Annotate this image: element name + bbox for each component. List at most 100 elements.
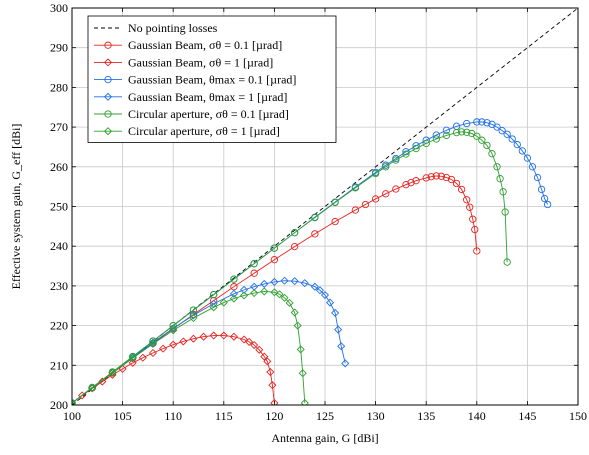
y-tick-label: 240	[50, 239, 68, 253]
data-point	[311, 230, 319, 238]
data-point	[543, 200, 552, 209]
data-point	[351, 206, 360, 214]
data-point	[508, 135, 516, 143]
series-4	[72, 276, 350, 405]
data-point	[471, 225, 479, 234]
data-point	[503, 130, 511, 138]
data-point	[240, 291, 249, 300]
data-point	[270, 288, 279, 297]
data-point	[280, 293, 289, 302]
data-point	[148, 339, 157, 348]
legend-label: Gaussian Beam, σθ = 1 [µrad]	[128, 55, 273, 69]
legend-marker	[103, 58, 113, 67]
y-tick-label: 200	[50, 398, 68, 412]
data-point	[275, 290, 284, 299]
data-point	[260, 287, 269, 296]
data-point	[300, 279, 309, 288]
data-point	[473, 132, 481, 140]
data-point	[483, 119, 491, 127]
data-point	[169, 321, 177, 330]
data-point	[496, 175, 504, 183]
data-point	[179, 337, 188, 346]
data-point	[129, 352, 137, 361]
data-point	[298, 369, 307, 378]
data-point	[392, 156, 400, 164]
data-point	[412, 177, 420, 185]
x-tick-label: 125	[316, 409, 334, 423]
legend-marker	[104, 41, 112, 49]
data-point	[240, 335, 249, 344]
x-tick-label: 150	[569, 409, 587, 423]
data-point	[230, 275, 238, 283]
data-point	[270, 244, 279, 252]
legend-marker	[104, 110, 112, 118]
data-point	[263, 357, 272, 366]
data-point	[128, 358, 137, 367]
data-point	[478, 118, 486, 126]
data-point	[209, 303, 218, 312]
data-point	[320, 290, 330, 300]
data-point	[296, 345, 305, 354]
series-6	[72, 287, 309, 405]
x-tick-label: 140	[468, 409, 486, 423]
data-point	[128, 354, 137, 363]
data-point	[427, 173, 435, 181]
data-point	[537, 185, 546, 194]
data-point	[331, 308, 340, 317]
data-point	[270, 398, 279, 405]
legend-marker	[103, 127, 113, 136]
data-point	[422, 139, 430, 148]
data-point	[72, 398, 77, 405]
x-tick-label: 115	[215, 409, 233, 423]
y-tick-label: 210	[50, 358, 68, 372]
data-point	[442, 126, 451, 134]
data-point	[290, 229, 299, 237]
data-point	[285, 298, 294, 308]
data-point	[402, 148, 410, 156]
legend-marker	[103, 92, 113, 101]
data-point	[169, 326, 178, 335]
data-point	[311, 213, 319, 222]
data-point	[407, 179, 415, 187]
data-point	[331, 198, 339, 207]
x-tick-label: 130	[367, 409, 385, 423]
data-point	[498, 127, 506, 135]
legend-label: Circular aperture, σθ = 1 [µrad]	[128, 124, 280, 138]
series-3	[72, 118, 552, 405]
data-point	[422, 174, 430, 182]
data-point	[310, 282, 319, 291]
data-point	[463, 119, 471, 128]
data-point	[432, 135, 440, 143]
legend-box	[87, 15, 337, 143]
data-point	[334, 325, 343, 334]
data-point	[138, 353, 147, 362]
data-point	[478, 136, 486, 144]
data-point	[457, 185, 466, 194]
data-point	[148, 348, 157, 358]
data-point	[371, 195, 380, 203]
data-point	[98, 377, 107, 386]
x-tick-label: 120	[265, 409, 283, 423]
data-point	[337, 342, 346, 351]
data-point	[371, 169, 380, 178]
data-point	[473, 247, 481, 255]
legend: No pointing losses Gaussian Beam, σθ = 0.…	[87, 15, 337, 143]
data-point	[463, 128, 471, 136]
data-point	[432, 131, 440, 139]
data-point	[473, 118, 481, 126]
data-point	[118, 364, 127, 373]
x-tick-label: 100	[63, 409, 81, 423]
data-point	[382, 163, 390, 171]
data-point	[229, 332, 238, 341]
data-point	[290, 277, 299, 286]
legend-label: No pointing losses	[128, 21, 218, 35]
data-point	[240, 285, 249, 294]
data-point	[189, 334, 198, 343]
data-point	[501, 208, 509, 216]
data-point	[250, 269, 258, 277]
data-point	[437, 172, 446, 180]
data-point	[452, 179, 461, 188]
data-point	[466, 203, 474, 211]
data-point	[255, 345, 264, 354]
